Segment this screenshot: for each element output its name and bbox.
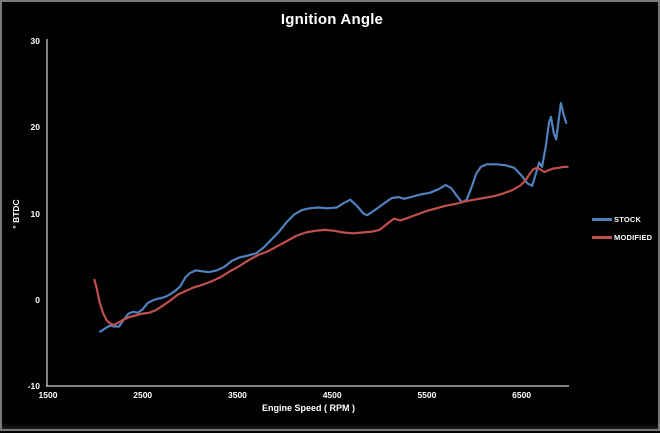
legend-item-stock: STOCK [592, 214, 652, 225]
x-tick-label: 6500 [512, 390, 532, 400]
y-tick-label: 20 [30, 122, 40, 133]
x-tick-label: 4500 [322, 390, 342, 400]
chart-title: Ignition Angle [280, 11, 384, 28]
x-tick-label: 3500 [227, 390, 247, 400]
x-tick-label: 2500 [133, 390, 153, 400]
y-tick-label: 10 [30, 208, 40, 219]
x-tick-label: 5500 [417, 390, 437, 400]
legend-label-modified: MODIFIED [614, 233, 653, 242]
stock-line-swatch [592, 218, 612, 221]
series-line-modified [93, 165, 569, 326]
y-tick-label: 0 [35, 294, 40, 305]
legend: STOCK MODIFIED [592, 214, 652, 243]
series-line-stock [98, 101, 568, 333]
legend-label-stock: STOCK [614, 215, 642, 224]
photo-edge-strip [2, 423, 658, 429]
x-axis-title: Engine Speed ( RPM ) [261, 403, 355, 413]
modified-line-swatch [592, 236, 612, 239]
y-tick-label: 30 [30, 36, 40, 46]
legend-item-modified: MODIFIED [592, 232, 652, 243]
x-tick-label: 1500 [38, 390, 58, 400]
y-tick-label: -10 [27, 381, 40, 391]
